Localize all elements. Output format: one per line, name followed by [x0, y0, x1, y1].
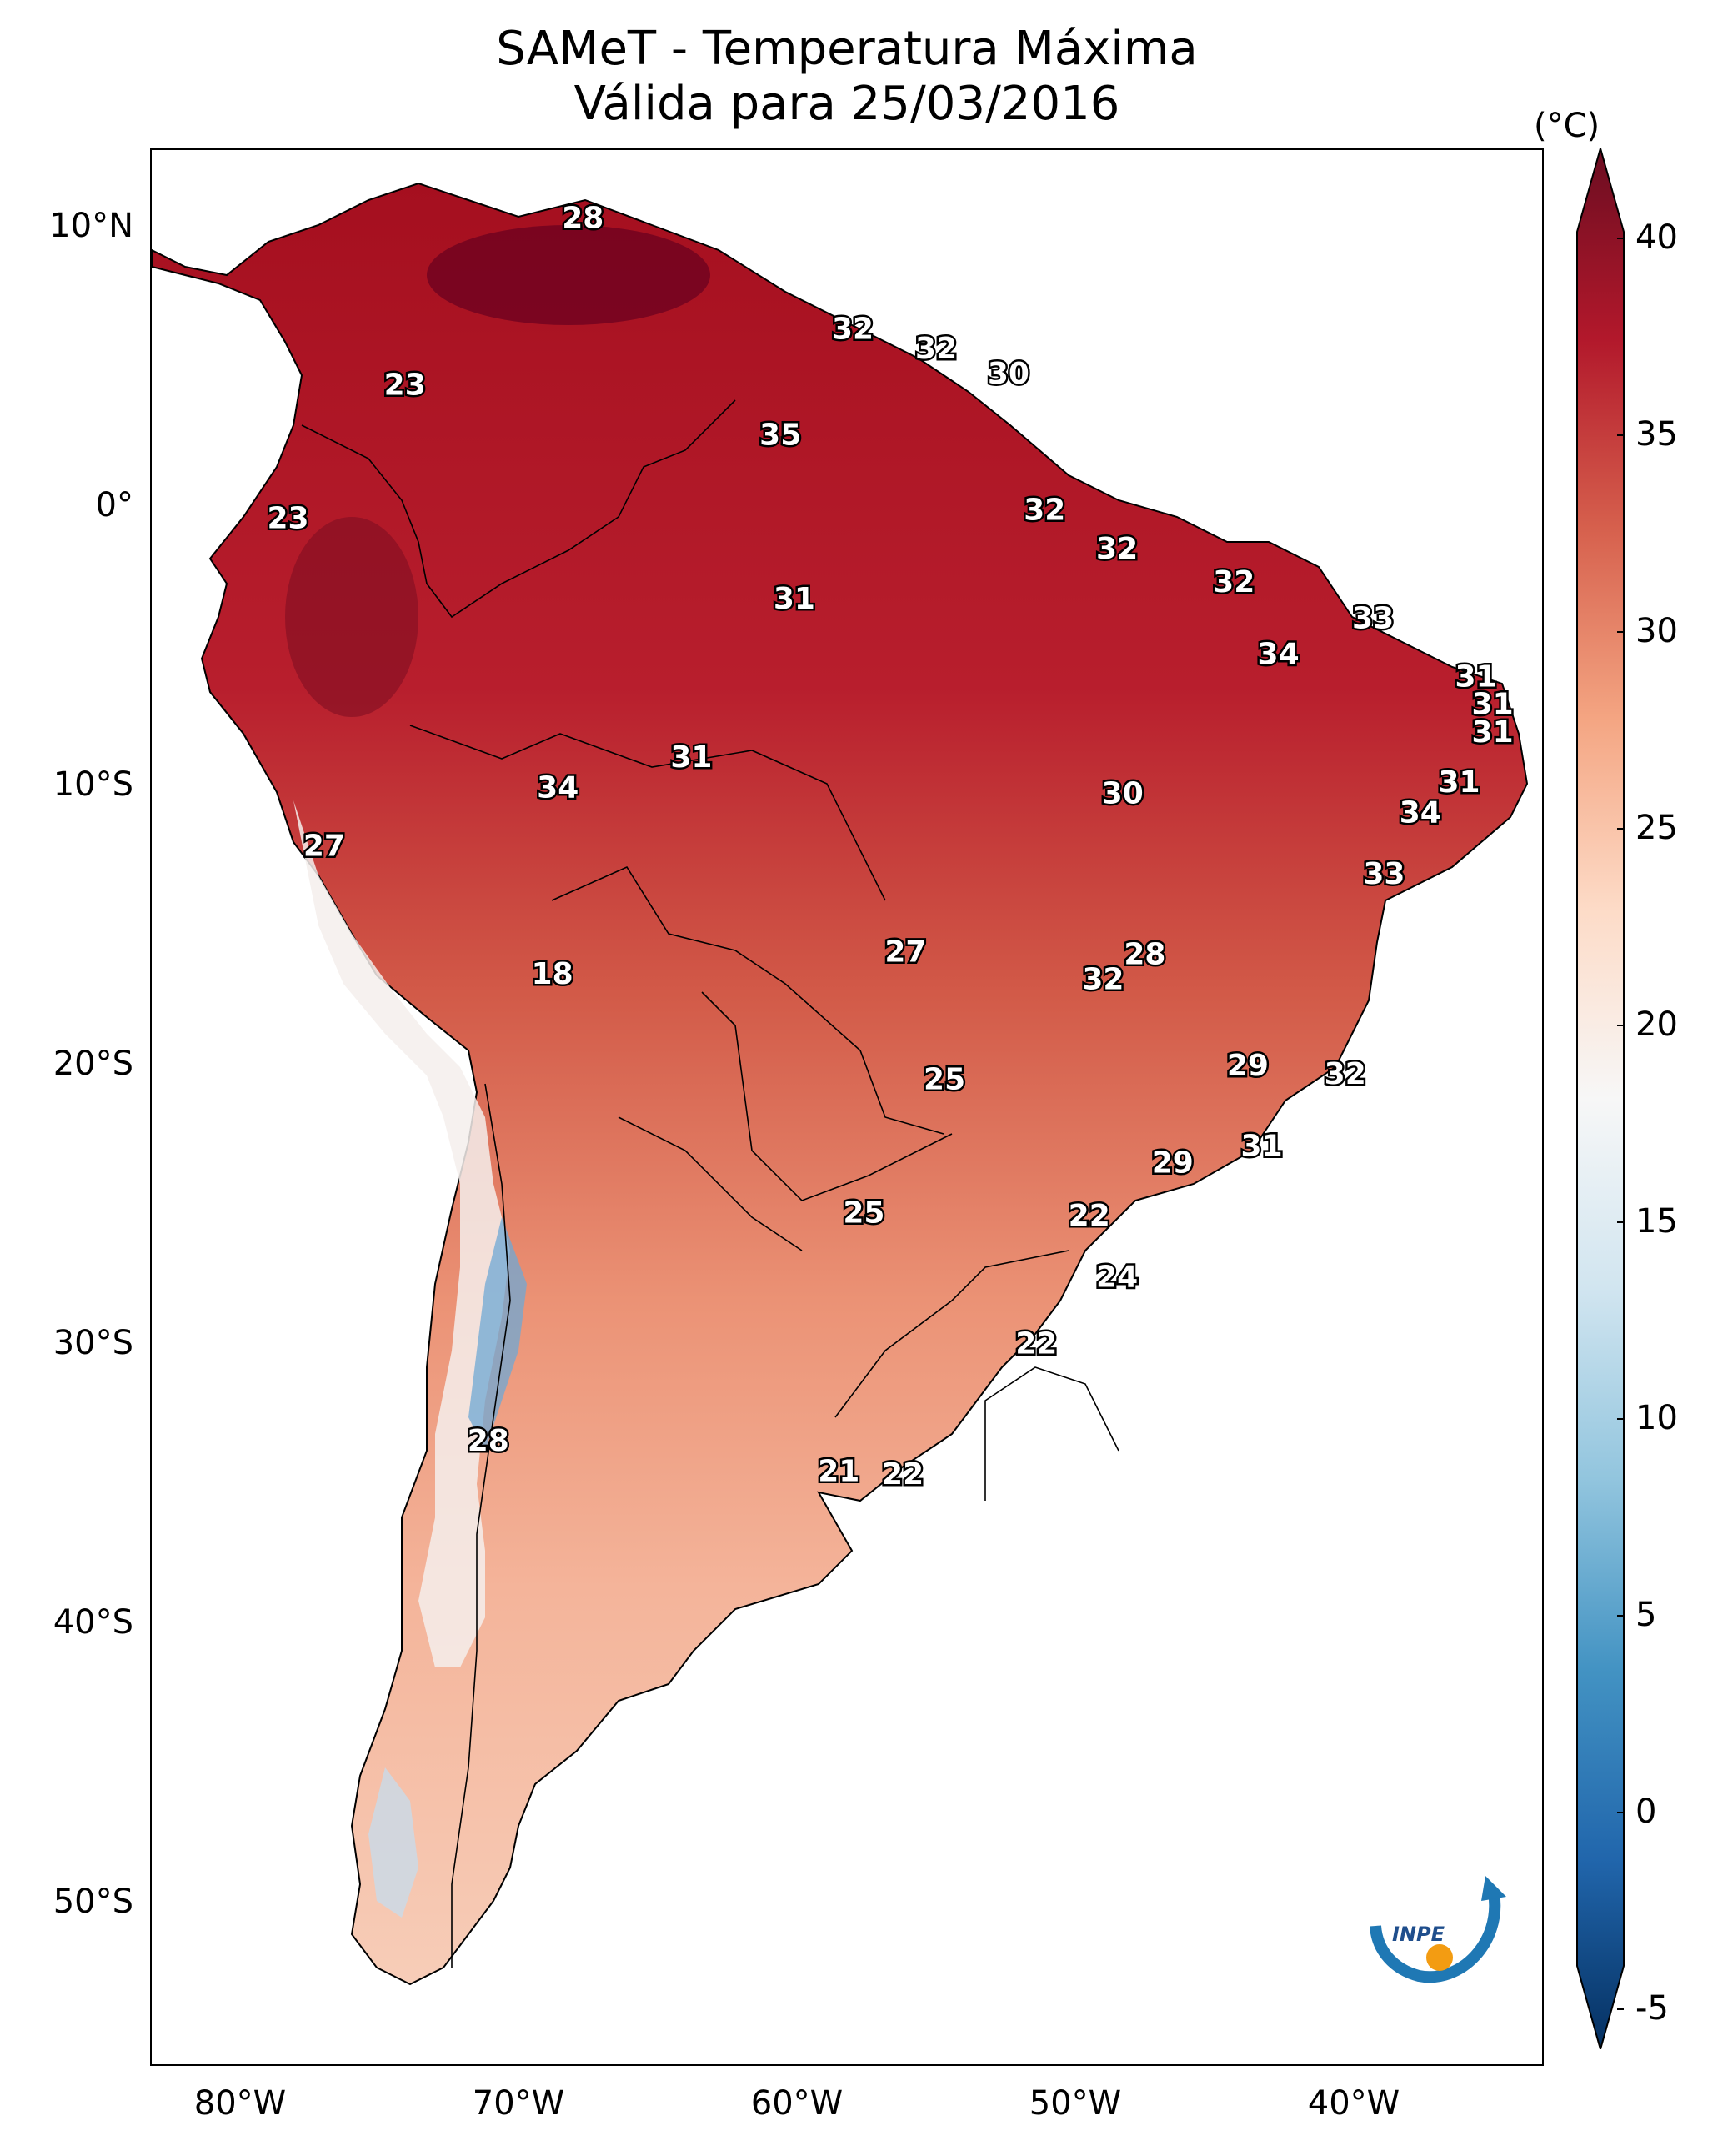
colorbar-tick-40: 40	[1635, 218, 1678, 257]
temperature-label: 35	[759, 418, 801, 452]
colorbar-tick-5: 5	[1635, 1596, 1657, 1634]
temperature-label: 29	[1152, 1146, 1194, 1181]
temperature-label: 22	[1015, 1326, 1057, 1361]
inpe-logo-text: INPE	[1392, 1923, 1445, 1946]
temperature-label: 34	[537, 771, 579, 805]
colorbar	[1575, 145, 1625, 2053]
lat-label-20s: 20°S	[53, 1045, 133, 1083]
temperature-label: 32	[915, 332, 957, 366]
lat-label-30s: 30°S	[53, 1324, 133, 1362]
andes-cold-core	[468, 1217, 527, 1451]
temperature-label: 31	[1438, 765, 1480, 800]
lat-label-50s: 50°S	[53, 1883, 133, 1921]
lon-label-80w: 80°W	[193, 2084, 287, 2123]
temperature-label: 23	[267, 501, 308, 535]
temperature-label: 18	[532, 957, 573, 991]
temperature-label: 28	[562, 201, 604, 235]
map-panel: 28 32 32 30 23 35 23 32 32 32 31 33 34 31 31 31 31 31 34 30…	[150, 148, 1544, 2066]
country-borders	[301, 399, 1119, 1968]
temperature-label: 21	[818, 1455, 859, 1489]
temperature-label: 31	[670, 740, 712, 775]
colorbar-tick-minus5: -5	[1635, 1989, 1669, 2028]
temperature-label: 32	[1325, 1057, 1366, 1091]
lon-label-60w: 60°W	[750, 2084, 844, 2123]
temperature-label: 30	[1102, 776, 1144, 810]
temperature-map	[152, 182, 1529, 1986]
lat-label-0: 0°	[95, 486, 133, 524]
colorbar-gradient	[1576, 145, 1625, 2053]
colorbar-tick-30: 30	[1635, 612, 1678, 650]
temperature-label: 32	[832, 313, 874, 347]
colorbar-tick-35: 35	[1635, 415, 1678, 454]
temperature-label: 31	[1455, 659, 1497, 694]
temperature-label: 31	[1241, 1130, 1283, 1164]
temperature-label: 28	[468, 1424, 509, 1458]
lat-label-10n: 10°N	[49, 207, 133, 245]
south-america-land	[152, 182, 1529, 1986]
colorbar-tick-20: 20	[1635, 1005, 1678, 1044]
inpe-logo: INPE	[1369, 1859, 1510, 1984]
temperature-label: 34	[1400, 796, 1441, 830]
hot-core-venezuela	[427, 225, 710, 325]
temperature-label: 32	[1082, 963, 1124, 997]
lat-label-10s: 10°S	[53, 765, 133, 804]
temperature-label: 34	[1258, 638, 1300, 672]
map-title: SAMeT - Temperatura Máxima	[496, 22, 1198, 76]
temperature-label: 33	[1363, 857, 1405, 891]
lat-label-40s: 40°S	[53, 1603, 133, 1642]
temperature-label: 27	[303, 830, 345, 864]
temperature-label: 29	[1227, 1049, 1269, 1083]
temperature-label: 31	[774, 582, 815, 616]
map-subtitle: Válida para 25/03/2016	[573, 77, 1120, 131]
lon-label-70w: 70°W	[472, 2084, 565, 2123]
temperature-label: 33	[1352, 601, 1394, 635]
colorbar-tick-0: 0	[1635, 1792, 1657, 1831]
colorbar-tick-15: 15	[1635, 1202, 1678, 1241]
colorbar-tick-25: 25	[1635, 809, 1678, 847]
hot-core-peru	[285, 517, 418, 717]
lon-label-50w: 50°W	[1029, 2084, 1122, 2123]
temperature-label: 31	[1472, 688, 1514, 722]
lon-label-40w: 40°W	[1307, 2084, 1400, 2123]
temperature-label: 32	[1213, 565, 1255, 599]
temperature-label: 32	[1024, 493, 1065, 527]
temperature-label: 25	[843, 1196, 884, 1231]
colorbar-unit: (°C)	[1534, 107, 1600, 145]
patagonia-cold	[368, 1767, 418, 1918]
colorbar-tick-10: 10	[1635, 1399, 1678, 1437]
andes-cool-band	[293, 800, 510, 1667]
temperature-label: 24	[1096, 1260, 1138, 1294]
temperature-label: 22	[882, 1457, 924, 1492]
temperature-label: 32	[1096, 532, 1138, 566]
temperature-label: 23	[384, 368, 426, 402]
temperature-label: 27	[884, 935, 926, 969]
temperature-label: 30	[988, 357, 1029, 391]
temperature-label: 25	[924, 1063, 965, 1097]
temperature-label: 31	[1472, 715, 1514, 750]
temperature-label: 22	[1069, 1199, 1110, 1233]
temperature-label: 28	[1124, 938, 1165, 972]
